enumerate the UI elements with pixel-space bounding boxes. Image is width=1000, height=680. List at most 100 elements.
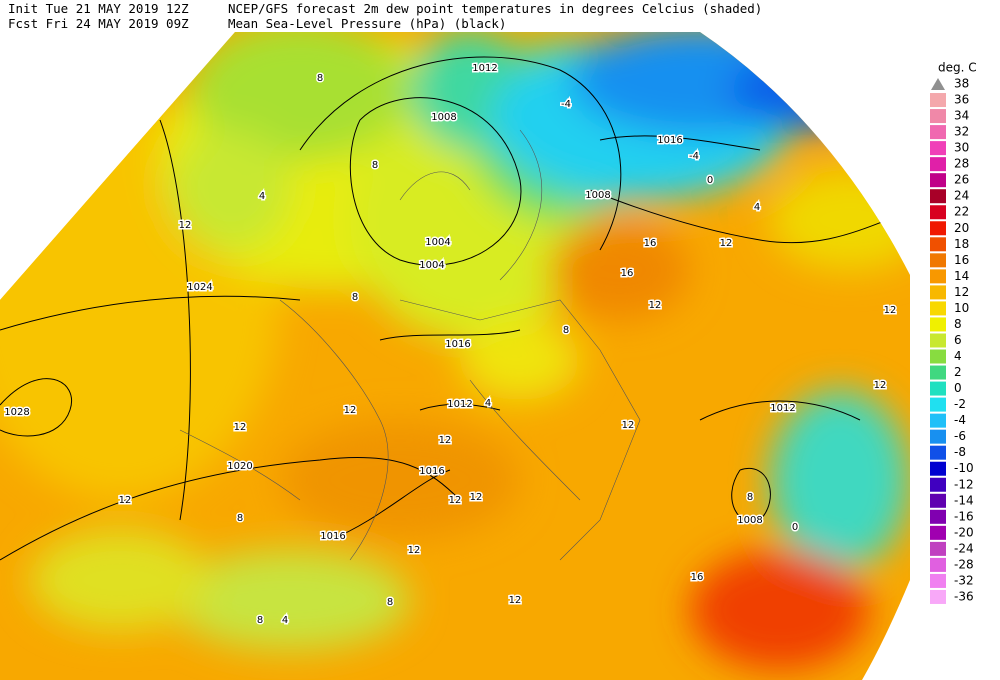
dewpoint-label: 12: [234, 422, 247, 433]
legend-label: -12: [954, 477, 974, 491]
dewpoint-label: 12: [720, 238, 733, 249]
legend-label: -6: [954, 429, 966, 443]
dewpoint-label: 0: [792, 522, 798, 533]
legend-label: 32: [954, 125, 969, 139]
legend-label: 26: [954, 173, 969, 187]
map-labels: 1024 1028 1020 1016 1016 1016 1016 1012 1008 1008…: [3, 62, 898, 628]
legend-label: -10: [954, 461, 974, 475]
isobar-label: 1016: [445, 339, 470, 350]
legend-swatch: [930, 301, 946, 316]
legend-label: -32: [954, 573, 974, 587]
borders: [179, 129, 641, 561]
legend-label: 14: [954, 269, 969, 283]
dewpoint-label: 8: [387, 597, 393, 608]
map-title: NCEP/GFS forecast 2m dew point temperatu…: [228, 1, 762, 16]
dewpoint-label: 12: [509, 595, 522, 606]
legend-swatch: [930, 413, 946, 428]
legend-swatch: [930, 125, 946, 140]
legend-label: 22: [954, 205, 969, 219]
legend-swatch: [930, 333, 946, 348]
legend-swatch: [930, 317, 946, 332]
legend-swatch: [930, 509, 946, 524]
isobar-label: 1012: [472, 63, 497, 74]
legend-label: 18: [954, 237, 969, 251]
dewpoint-label: -4: [561, 99, 571, 110]
isobar-label: 1008: [585, 190, 610, 201]
legend-label: -8: [954, 445, 966, 459]
dewpoint-label: 16: [644, 238, 657, 249]
legend-swatch: [930, 285, 946, 300]
legend-swatch: [930, 109, 946, 124]
legend-label: -28: [954, 557, 974, 571]
init-time: Init Tue 21 MAY 2019 12Z: [8, 1, 189, 16]
legend-swatch: [930, 477, 946, 492]
dewpoint-shading: [0, 32, 910, 670]
legend-swatch: [930, 381, 946, 396]
legend-swatch: [930, 349, 946, 364]
dewpoint-label: 12: [649, 300, 662, 311]
legend-swatch: [930, 189, 946, 204]
legend-swatch: [930, 589, 946, 604]
dewpoint-label: -4: [689, 151, 699, 162]
legend-swatch: [930, 541, 946, 556]
dewpoint-label: 4: [259, 191, 265, 202]
legend-swatch: [930, 205, 946, 220]
legend-swatch: [930, 253, 946, 268]
legend-swatch: [930, 365, 946, 380]
legend-swatch: [930, 221, 946, 236]
legend-swatch: [930, 237, 946, 252]
dewpoint-label: 4: [754, 202, 760, 213]
dewpoint-label: 8: [747, 492, 753, 503]
legend-label: -24: [954, 541, 974, 555]
legend-label: 36: [954, 93, 969, 107]
legend-label: 34: [954, 109, 969, 123]
isobar-label: 1016: [320, 531, 345, 542]
legend-label: 12: [954, 285, 969, 299]
isobar-label: 1020: [227, 461, 252, 472]
dewpoint-label: 12: [470, 492, 483, 503]
isobar-label: 1016: [419, 466, 444, 477]
legend-label: 30: [954, 141, 969, 155]
dewpoint-label: 12: [344, 405, 357, 416]
isobar-label: 1028: [4, 407, 29, 418]
dewpoint-label: 8: [317, 73, 323, 84]
dewpoint-label: 16: [691, 572, 704, 583]
isobar-label: 1004: [419, 260, 444, 271]
forecast-time: Fcst Fri 24 MAY 2019 09Z: [8, 16, 189, 31]
legend-arrow: [931, 78, 945, 90]
dewpoint-label: 12: [874, 380, 887, 391]
legend-swatch: [930, 493, 946, 508]
legend-swatch: [930, 397, 946, 412]
legend-label: -16: [954, 509, 974, 523]
legend-swatch: [930, 141, 946, 156]
legend-swatch: [930, 269, 946, 284]
legend-label: 20: [954, 221, 969, 235]
legend-swatch: [930, 429, 946, 444]
legend-swatch: [930, 557, 946, 572]
dewpoint-label: 12: [449, 495, 462, 506]
legend-label: 38: [954, 77, 969, 91]
dewpoint-label: 12: [119, 495, 132, 506]
legend-title: deg. C: [938, 61, 977, 75]
dewpoint-label: 8: [563, 325, 569, 336]
legend-swatch: [930, 573, 946, 588]
legend-label: 2: [954, 365, 962, 379]
dewpoint-label: 4: [282, 615, 288, 626]
legend-label: -14: [954, 493, 974, 507]
dewpoint-label: 8: [257, 615, 263, 626]
dewpoint-label: 12: [439, 435, 452, 446]
isobar-label: 1008: [737, 515, 762, 526]
legend: 38363432302826242220181614121086420-2-4-…: [930, 77, 974, 604]
isobar-label: 1016: [657, 135, 682, 146]
dewpoint-label: 12: [622, 420, 635, 431]
isobar-label: 1012: [770, 403, 795, 414]
legend-label: 24: [954, 189, 969, 203]
legend-label: 10: [954, 301, 969, 315]
isobars: [0, 56, 901, 561]
dewpoint-label: 4: [485, 398, 491, 409]
legend-swatch: [930, 173, 946, 188]
map-subtitle: Mean Sea-Level Pressure (hPa) (black): [228, 16, 506, 31]
dewpoint-label: 8: [372, 160, 378, 171]
dewpoint-label: 12: [408, 545, 421, 556]
